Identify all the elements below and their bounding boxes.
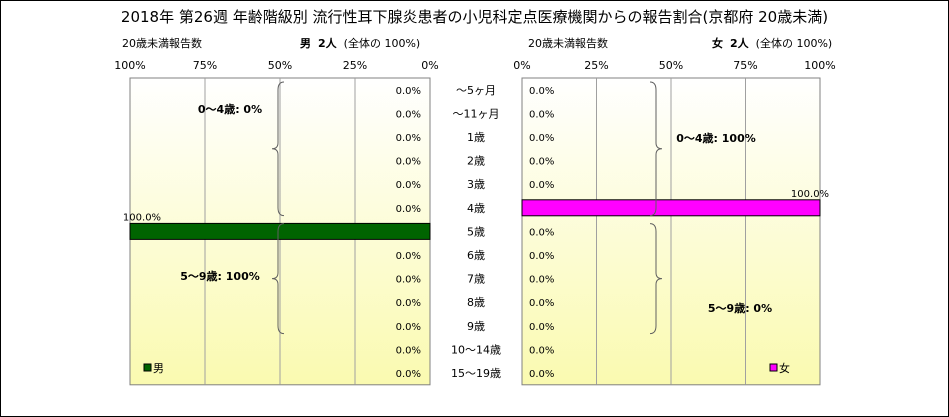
male-x-tick-label: 0% bbox=[421, 59, 438, 72]
female-data-label: 0.0% bbox=[529, 227, 554, 238]
age-category-label: 5歳 bbox=[467, 225, 485, 238]
female-legend-swatch bbox=[769, 363, 778, 372]
female-header-sex: 女 bbox=[712, 37, 723, 50]
female-x-tick-label: 50% bbox=[659, 59, 683, 72]
female-data-label: 0.0% bbox=[529, 322, 554, 333]
female-bar bbox=[521, 199, 821, 217]
female-legend-label: 女 bbox=[779, 361, 790, 375]
age-category-label: 2歳 bbox=[467, 155, 485, 168]
male-data-label: 0.0% bbox=[396, 180, 421, 191]
female-x-tick-label: 0% bbox=[513, 59, 530, 72]
male-header-label: 20歳未満報告数 bbox=[122, 37, 202, 50]
male-data-label: 0.0% bbox=[396, 133, 421, 144]
age-category-label: 10～14歳 bbox=[451, 343, 501, 356]
female-brace-label-0-4: 0～4歳: 100% bbox=[676, 131, 756, 145]
age-category-label: 7歳 bbox=[467, 273, 485, 286]
male-data-label: 0.0% bbox=[396, 298, 421, 309]
female-header: 女 2人 (全体の 100%) bbox=[712, 35, 832, 51]
male-data-label: 0.0% bbox=[396, 251, 421, 262]
male-brace-label-5-9: 5～9歳: 100% bbox=[180, 269, 260, 283]
male-legend-label: 男 bbox=[153, 362, 164, 375]
male-data-label: 0.0% bbox=[396, 275, 421, 286]
male-header: 男 2人 (全体の 100%) bbox=[300, 35, 420, 51]
male-data-label: 0.0% bbox=[396, 204, 421, 215]
male-x-tick-label: 25% bbox=[343, 59, 367, 72]
female-data-label: 0.0% bbox=[529, 298, 554, 309]
age-category-label: ～5ヶ月 bbox=[456, 84, 496, 97]
female-x-tick-label: 75% bbox=[733, 59, 757, 72]
male-brace-0-4 bbox=[271, 81, 285, 217]
male-data-label: 0.0% bbox=[396, 109, 421, 120]
female-brace-0-4 bbox=[649, 81, 663, 217]
male-x-tick-label: 100% bbox=[114, 59, 145, 72]
female-data-label: 0.0% bbox=[529, 345, 554, 356]
female-brace-5-9 bbox=[649, 223, 663, 335]
male-data-label: 100.0% bbox=[123, 212, 161, 223]
male-brace-5-9 bbox=[271, 223, 285, 335]
female-data-label: 0.0% bbox=[529, 157, 554, 168]
female-x-tick-label: 100% bbox=[804, 59, 835, 72]
male-legend-swatch bbox=[143, 363, 152, 372]
female-data-label: 0.0% bbox=[529, 133, 554, 144]
female-header-count: 2人 bbox=[730, 37, 749, 50]
female-data-label: 100.0% bbox=[791, 189, 829, 200]
male-data-label: 0.0% bbox=[396, 345, 421, 356]
male-header-count: 2人 bbox=[318, 37, 337, 50]
female-brace-label-5-9: 5～9歳: 0% bbox=[708, 301, 772, 315]
male-data-label: 0.0% bbox=[396, 369, 421, 380]
age-category-label: ～11ヶ月 bbox=[453, 107, 500, 120]
female-data-label: 0.0% bbox=[529, 180, 554, 191]
male-header-share: (全体の 100%) bbox=[343, 37, 421, 50]
male-data-label: 0.0% bbox=[396, 322, 421, 333]
female-data-label: 0.0% bbox=[529, 369, 554, 380]
male-data-label: 0.0% bbox=[396, 157, 421, 168]
age-category-label: 8歳 bbox=[467, 296, 485, 309]
female-x-tick-label: 25% bbox=[584, 59, 608, 72]
age-category-label: 15～19歳 bbox=[451, 367, 501, 380]
age-category-label: 4歳 bbox=[467, 202, 485, 215]
female-data-label: 0.0% bbox=[529, 251, 554, 262]
male-brace-label-0-4: 0～4歳: 0% bbox=[198, 102, 262, 116]
age-category-label: 1歳 bbox=[467, 131, 485, 144]
female-data-label: 0.0% bbox=[529, 275, 554, 286]
male-data-label: 0.0% bbox=[396, 86, 421, 97]
male-header-sex: 男 bbox=[300, 37, 311, 50]
male-x-tick-label: 75% bbox=[193, 59, 217, 72]
age-category-label: 3歳 bbox=[467, 178, 485, 191]
age-category-label: 6歳 bbox=[467, 249, 485, 262]
female-data-label: 0.0% bbox=[529, 109, 554, 120]
female-data-label: 0.0% bbox=[529, 86, 554, 97]
female-header-share: (全体の 100%) bbox=[755, 37, 833, 50]
age-category-label: 9歳 bbox=[467, 320, 485, 333]
male-bar bbox=[129, 222, 431, 240]
chart-title: 2018年 第26週 年齢階級別 流行性耳下腺炎患者の小児科定点医療機関からの報… bbox=[120, 8, 829, 26]
female-header-label: 20歳未満報告数 bbox=[528, 37, 608, 50]
male-x-tick-label: 50% bbox=[268, 59, 292, 72]
